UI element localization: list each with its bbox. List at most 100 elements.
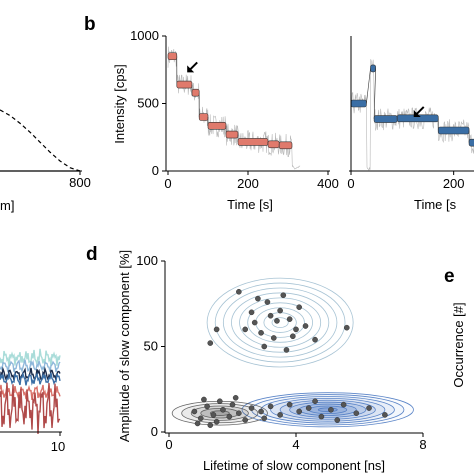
data-point bbox=[232, 394, 239, 401]
data-point bbox=[293, 326, 299, 333]
data-point bbox=[220, 406, 226, 413]
intensity-trace bbox=[350, 59, 474, 171]
data-point bbox=[328, 406, 334, 413]
y-tick-label: 0 bbox=[151, 424, 158, 439]
data-point bbox=[296, 304, 302, 310]
x-tick-label: 8 bbox=[419, 437, 426, 452]
intensity-trace bbox=[167, 46, 301, 170]
density-contour bbox=[271, 317, 289, 328]
data-point bbox=[286, 401, 293, 408]
data-point bbox=[248, 405, 255, 411]
level-transition bbox=[366, 68, 371, 104]
data-point bbox=[334, 417, 341, 423]
trace-series-4 bbox=[0, 384, 61, 401]
density-contour bbox=[206, 277, 354, 368]
panel-label-e: e bbox=[444, 266, 455, 287]
data-point bbox=[251, 319, 258, 326]
density-contour bbox=[241, 392, 414, 428]
data-point bbox=[274, 318, 280, 324]
data-point bbox=[213, 418, 220, 425]
level-step bbox=[198, 113, 209, 121]
y-tick-label: 100 bbox=[136, 253, 158, 268]
data-point bbox=[277, 307, 283, 314]
data-point bbox=[305, 405, 312, 411]
density-contour bbox=[190, 405, 249, 421]
data-point bbox=[226, 413, 233, 420]
level-step bbox=[373, 115, 398, 123]
level-step bbox=[176, 80, 193, 89]
density-contour bbox=[214, 282, 346, 363]
data-point bbox=[201, 396, 207, 403]
level-step bbox=[350, 99, 367, 108]
trace-series-1 bbox=[0, 359, 61, 374]
data-point bbox=[207, 422, 214, 428]
density-contour bbox=[222, 287, 338, 358]
data-point bbox=[318, 413, 325, 420]
level-step bbox=[468, 138, 474, 147]
data-point bbox=[255, 295, 261, 302]
data-point bbox=[207, 340, 214, 346]
data-point bbox=[213, 326, 220, 333]
x-tick-label: 200 bbox=[443, 176, 465, 191]
level-step bbox=[278, 141, 293, 150]
data-point bbox=[290, 333, 296, 340]
density-contour bbox=[317, 407, 338, 413]
panel-c-texts: Time [s bbox=[414, 197, 457, 212]
y-tick-label: 50 bbox=[144, 339, 158, 354]
panel-c-xlabel: Time [s bbox=[414, 197, 457, 212]
trace-series-3 bbox=[0, 371, 61, 386]
data-point bbox=[261, 343, 268, 350]
data-point bbox=[197, 415, 204, 422]
data-point bbox=[270, 335, 277, 341]
density-contour bbox=[247, 302, 313, 343]
data-point bbox=[280, 292, 287, 299]
panel-b-ylabel: Intensity [cps] bbox=[112, 64, 127, 143]
density-contour bbox=[231, 292, 330, 353]
data-point bbox=[312, 398, 318, 405]
data-point bbox=[296, 408, 302, 415]
data-point bbox=[242, 326, 248, 333]
data-point bbox=[343, 324, 350, 331]
panel-label-b: b bbox=[84, 14, 96, 35]
data-point bbox=[267, 403, 274, 410]
x-tick-label: 400 bbox=[317, 176, 339, 191]
data-point bbox=[286, 316, 293, 322]
panel-d-plot bbox=[161, 260, 424, 437]
level-step bbox=[167, 52, 178, 61]
panel-d-xlabel: Lifetime of slow component [ns] bbox=[203, 458, 385, 473]
panel-a-texts: 800 m] bbox=[0, 175, 91, 213]
data-point bbox=[210, 412, 217, 418]
level-step bbox=[237, 138, 269, 146]
y-tick-label: 500 bbox=[137, 96, 159, 111]
panel-e-ylabel: Occurrence [#] bbox=[451, 302, 466, 387]
panel-lower-left-plot bbox=[0, 348, 62, 436]
data-point bbox=[277, 412, 283, 418]
data-point bbox=[312, 336, 318, 343]
level-step bbox=[207, 121, 227, 130]
level-step bbox=[370, 64, 376, 73]
x-tick-label: 0 bbox=[165, 437, 172, 452]
data-point bbox=[229, 401, 236, 408]
data-point bbox=[382, 412, 388, 418]
data-point bbox=[236, 410, 242, 416]
level-transition bbox=[373, 68, 376, 120]
level-step bbox=[191, 88, 200, 97]
data-point bbox=[283, 347, 290, 353]
x-tick-label: 200 bbox=[237, 176, 259, 191]
density-contour bbox=[239, 297, 322, 348]
x-tick-label: 0 bbox=[164, 176, 171, 191]
y-tick-label: 1000 bbox=[130, 28, 159, 43]
level-step bbox=[225, 130, 239, 139]
data-point bbox=[258, 330, 264, 336]
data-point bbox=[366, 405, 372, 411]
trace-series-5 bbox=[0, 382, 61, 435]
data-point bbox=[258, 408, 264, 415]
data-point bbox=[261, 415, 268, 422]
data-point bbox=[353, 410, 360, 416]
data-point bbox=[216, 398, 223, 405]
panel-c-plot bbox=[349, 36, 474, 175]
data-point bbox=[340, 401, 347, 408]
arrow-icon-head bbox=[187, 65, 195, 73]
x-tick-label: 10 bbox=[51, 439, 65, 454]
